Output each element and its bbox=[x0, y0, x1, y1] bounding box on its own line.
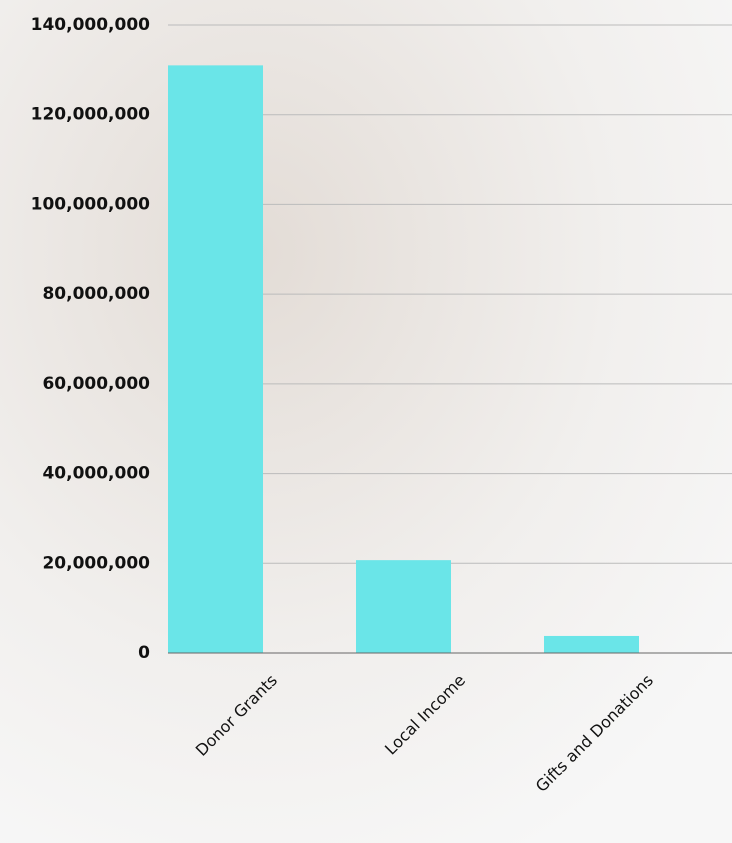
y-tick-label: 120,000,000 bbox=[31, 105, 151, 125]
y-tick-label: 0 bbox=[138, 643, 150, 663]
bar bbox=[544, 635, 639, 653]
y-tick-label: 40,000,000 bbox=[42, 464, 150, 484]
y-tick-label: 100,000,000 bbox=[31, 194, 151, 214]
y-tick-label: 140,000,000 bbox=[31, 15, 151, 35]
bar bbox=[168, 65, 263, 653]
y-tick-label: 20,000,000 bbox=[42, 553, 150, 573]
y-tick-label: 80,000,000 bbox=[42, 284, 150, 304]
bar bbox=[356, 560, 451, 653]
y-tick-label: 60,000,000 bbox=[42, 374, 150, 394]
